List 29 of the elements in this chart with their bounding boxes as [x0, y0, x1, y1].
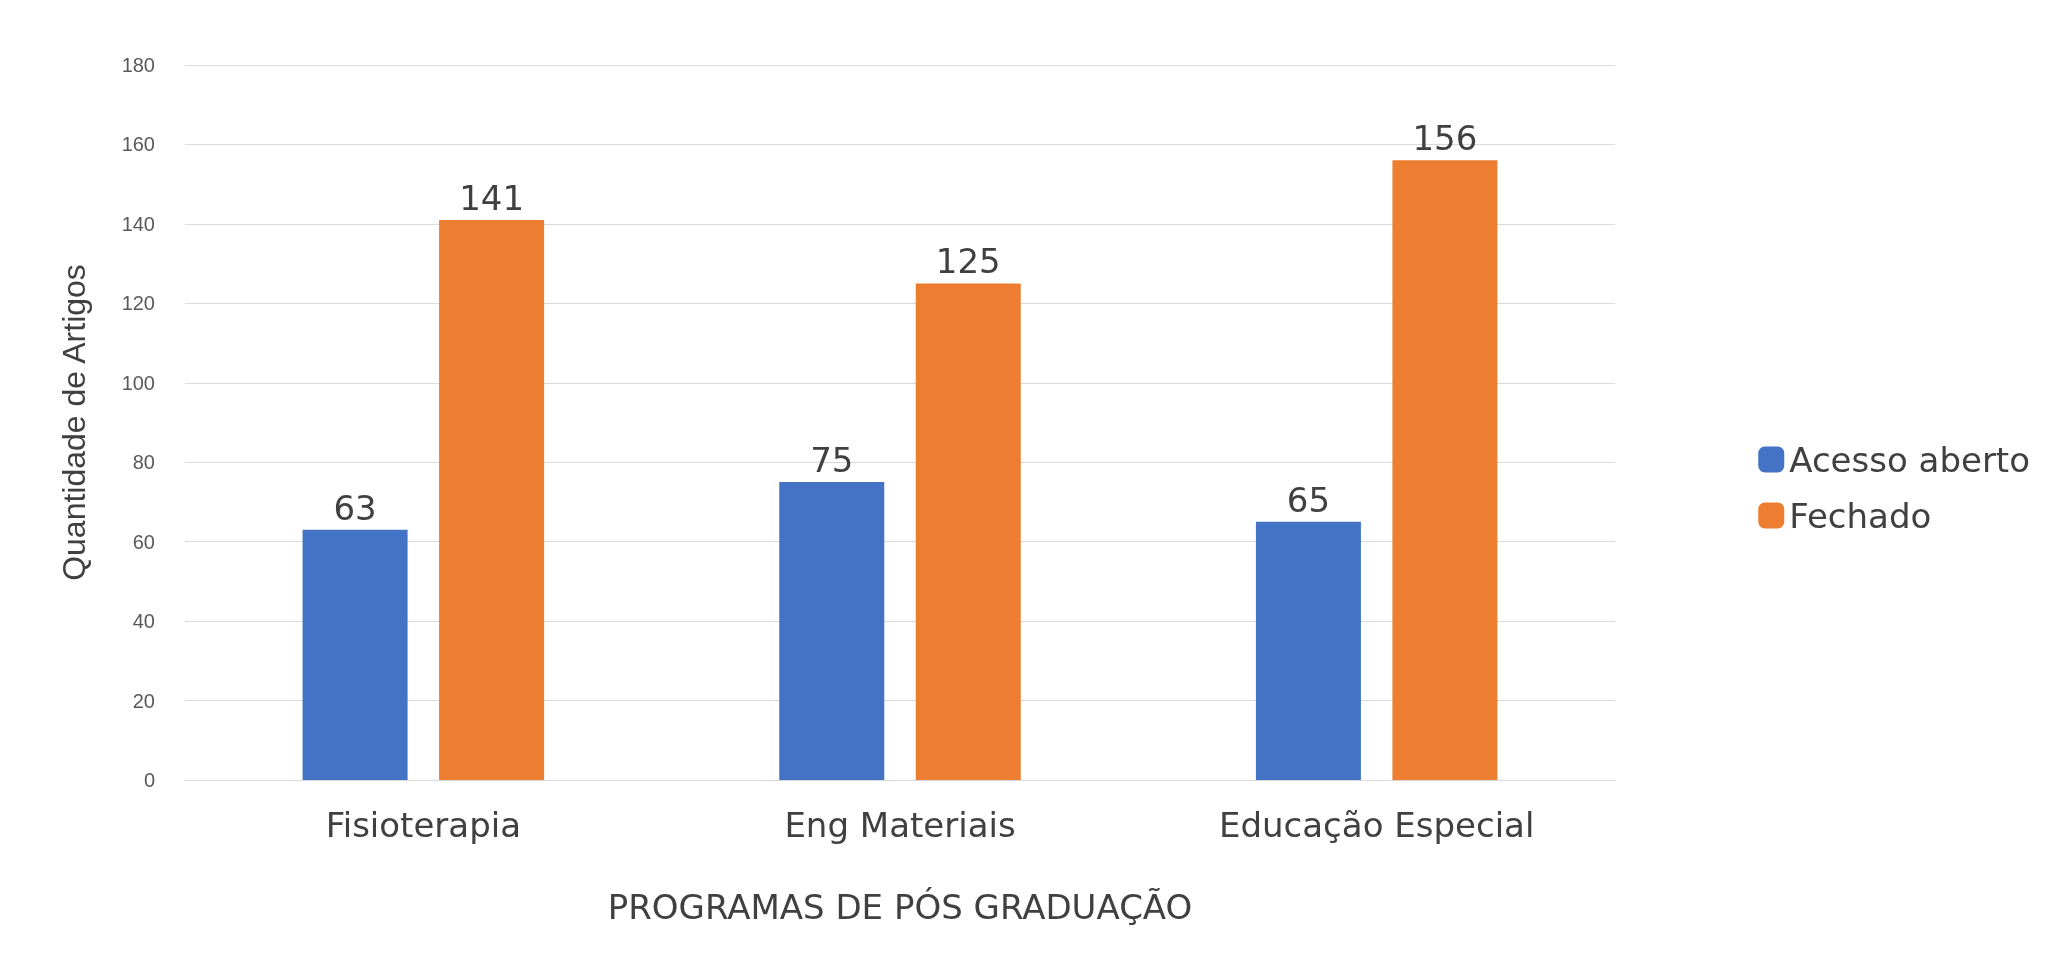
bar — [915, 283, 1021, 780]
y-tick-label: 80 — [132, 451, 155, 474]
data-label: 63 — [333, 487, 377, 528]
y-tick-label: 0 — [143, 769, 155, 791]
data-label: 75 — [810, 440, 854, 481]
x-tick-label: Eng Materiais — [784, 805, 1016, 845]
bar — [1392, 160, 1498, 780]
bar — [779, 482, 885, 780]
legend-label: Acesso aberto — [1789, 439, 2031, 480]
x-tick-label: Educação Especial — [1218, 805, 1535, 845]
y-tick-label: 180 — [121, 54, 155, 76]
y-tick-label: 120 — [121, 292, 155, 315]
bar — [439, 219, 545, 780]
data-label: 65 — [1286, 479, 1331, 520]
x-tick-label: Fisioterapia — [325, 805, 522, 845]
y-tick-label: 60 — [132, 530, 155, 553]
data-label: 156 — [1412, 118, 1478, 159]
data-label: 125 — [935, 241, 1001, 282]
y-tick-label: 20 — [132, 689, 155, 712]
y-axis-title: Quantidade de Artigos — [56, 264, 92, 581]
bar — [1255, 521, 1361, 780]
y-tick-label: 100 — [121, 371, 155, 394]
x-axis-title: PROGRAMAS DE PÓS GRADUAÇÃO — [607, 887, 1193, 927]
y-tick-label: 160 — [121, 133, 155, 156]
y-tick-label: 40 — [132, 610, 155, 633]
data-label: 141 — [459, 177, 525, 218]
y-tick-label: 140 — [121, 212, 155, 235]
legend-label: Fechado — [1789, 495, 1932, 536]
bar — [302, 529, 408, 780]
